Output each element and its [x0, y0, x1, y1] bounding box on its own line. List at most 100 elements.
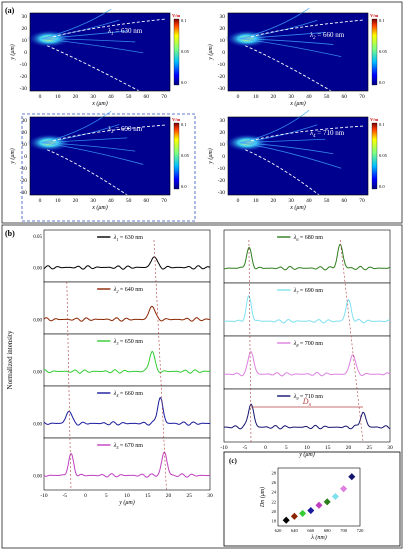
beam-ray — [239, 19, 318, 40]
y-tick-label: 10 — [22, 38, 28, 44]
x-axis-label: x (μm) — [91, 100, 108, 107]
y-tick-label: 0.00 — [33, 370, 42, 375]
beam-ray — [41, 110, 112, 144]
field-map-4: λ4 = 710 nm 30 20 10 0 -10 -20 -30 0 10 20 30 40 50 60… — [207, 109, 388, 211]
trace-3: λ3 = 650 nm 0.00 — [33, 333, 211, 387]
map-frame — [227, 116, 369, 196]
colorbar-tick: 0.1 — [379, 122, 385, 127]
data-point — [315, 501, 323, 509]
colorbar-tick: 0.0 — [181, 184, 187, 189]
x-tick-label: 20 — [73, 94, 79, 100]
colorbar-unit: V/m — [172, 117, 181, 122]
y-tick-label: 18 — [272, 519, 277, 524]
beam-ray — [41, 124, 120, 144]
x-tick-label: 50 — [126, 198, 132, 204]
map-frame — [29, 12, 171, 92]
x-axis-label: y (μm) — [298, 451, 315, 458]
x-tick-label: 0 — [237, 94, 240, 100]
x-tick-label: 20 — [166, 493, 172, 499]
x-tick-label: 5 — [105, 493, 108, 499]
y-tick-label: -10 — [20, 62, 28, 68]
y-axis-label: y (μm) — [207, 44, 214, 61]
colorbar-unit: V/m — [370, 117, 379, 122]
y-tick-label: -30 — [20, 190, 28, 196]
map-background — [228, 117, 368, 195]
colorbar-tick: 0.1 — [379, 18, 385, 23]
y-axis-label: y (μm) — [9, 44, 16, 61]
peak-guide-right — [339, 239, 364, 443]
colorbar-tick: 0.0 — [379, 184, 385, 189]
y-tick-label: 30 — [220, 118, 226, 124]
x-tick-label: 10 — [124, 493, 130, 499]
intensity-curve — [223, 403, 391, 430]
upper-boundary-curve — [53, 18, 167, 38]
beam-ray — [239, 142, 342, 169]
field-map-1: λ1 = 630 nm 30 20 10 0 -10 -20 -30 0 10 20 30 40 50 60… — [9, 8, 190, 107]
y-tick-label: 10 — [220, 38, 226, 44]
x-axis-label: x (μm) — [91, 204, 108, 211]
y-tick-label: -10 — [218, 62, 226, 68]
x-tick-label: 700 — [340, 528, 348, 533]
beam-ray — [239, 138, 326, 144]
trace-4: λ4 = 660 nm 0.00 — [33, 385, 211, 439]
beam-ray — [41, 19, 120, 40]
beam-ray — [239, 32, 326, 40]
y-tick-label: 20 — [22, 26, 28, 32]
trace-frame — [43, 437, 211, 491]
map-wavelength-label: λ1 = 630 nm — [107, 27, 143, 37]
lower-boundary-curve — [245, 149, 320, 196]
x-tick-label: 30 — [288, 94, 294, 100]
data-point — [331, 492, 339, 501]
colorbar — [173, 122, 180, 190]
trace-legend: λ6 = 680 nm — [293, 235, 324, 242]
map-frame — [29, 116, 171, 196]
x-tick-label: 70 — [161, 94, 167, 100]
data-point — [340, 485, 348, 493]
x-tick-label: 0 — [264, 445, 267, 451]
colorbar-tick: 0.05 — [181, 49, 190, 54]
intensity-curve — [43, 396, 210, 426]
y-axis-label: Normalized intensity — [6, 330, 14, 389]
x-tick-label: 10 — [253, 198, 259, 204]
beam-ray — [239, 38, 342, 58]
beam-ray — [41, 38, 136, 43]
y-tick-label: 0.00 — [33, 318, 42, 323]
field-map-2: λ2 = 660 nm 30 20 10 0 -10 -20 -30 0 10 20 30 40 50 60… — [207, 7, 388, 107]
trace-frame — [43, 281, 211, 335]
panel-b-label: (b) — [5, 229, 15, 238]
x-tick-label: 30 — [90, 198, 96, 204]
trace-legend: λ8 = 700 nm — [293, 341, 324, 348]
trace-9: λ9 = 710 nm -10 -5 0 5 10 15 20 25 30 y (μm) — [220, 388, 393, 458]
colorbar-tick: 0.05 — [379, 49, 388, 54]
data-point — [299, 509, 307, 517]
beam-ray — [41, 142, 136, 152]
y-tick-label: -10 — [218, 166, 226, 172]
x-tick-label: -10 — [40, 493, 48, 499]
y-tick-label: 20 — [220, 26, 226, 32]
x-tick-label: 30 — [288, 198, 294, 204]
beam-ray — [41, 137, 128, 144]
x-tick-label: 40 — [306, 198, 312, 204]
y-tick-label: 0 — [222, 154, 225, 160]
trace-7: λ7 = 690 nm — [223, 282, 391, 337]
x-tick-label: 680 — [324, 528, 332, 533]
x-tick-label: 15 — [145, 493, 151, 499]
map-background — [30, 13, 170, 91]
y-tick-label: 30 — [22, 14, 28, 20]
y-tick-label-top: 0.05 — [33, 235, 42, 240]
panel-c-frame — [223, 451, 401, 547]
trace-frame — [223, 335, 391, 390]
x-tick-label: 25 — [187, 493, 193, 499]
data-point — [307, 506, 315, 515]
x-tick-label: 40 — [108, 94, 114, 100]
x-tick-label: 25 — [367, 445, 373, 451]
upper-boundary-curve — [251, 125, 365, 142]
trace-frame — [43, 229, 211, 283]
trace-legend: λ1 = 630 nm — [113, 235, 144, 242]
trace-1: λ1 = 630 nm 0.00 — [33, 229, 211, 283]
lower-boundary-curve — [47, 149, 128, 196]
beam-ray — [41, 142, 144, 165]
colorbar-tick: 0.0 — [379, 80, 385, 85]
data-point — [290, 512, 298, 520]
